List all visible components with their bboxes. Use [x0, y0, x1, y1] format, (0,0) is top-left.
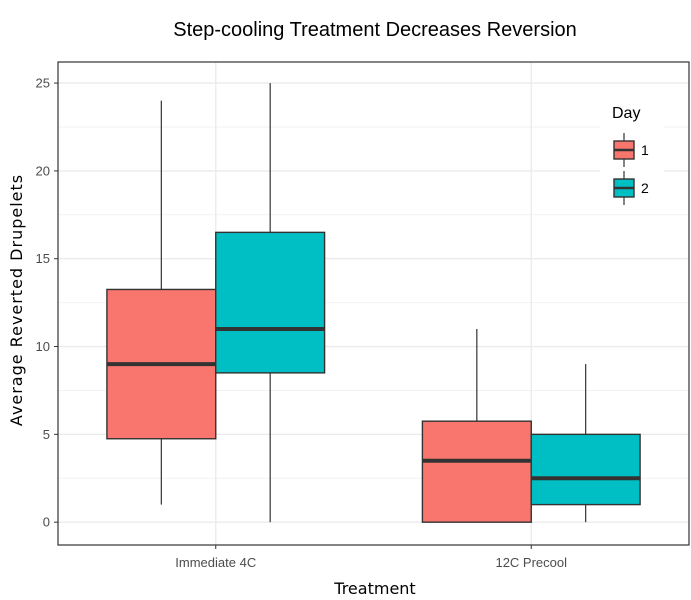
box-body	[530, 433, 641, 506]
x-axis-title: Treatment	[333, 579, 415, 598]
legend-label: 2	[641, 180, 649, 196]
y-tick-label: 10	[36, 339, 50, 354]
legend: Day 12	[600, 92, 664, 214]
legend-key-1: 1	[613, 133, 649, 167]
legend-label: 1	[641, 142, 649, 158]
y-axis-title: Average Reverted Drupelets	[7, 174, 26, 426]
y-tick-label: 25	[36, 76, 50, 91]
box-body	[215, 231, 326, 374]
panel-border	[57, 61, 690, 546]
legend-keys: 12	[613, 133, 649, 205]
chart-title: Step-cooling Treatment Decreases Reversi…	[173, 19, 577, 41]
box-day-2-12c-precool	[530, 364, 641, 523]
box-day-2-immediate-4c	[215, 83, 326, 523]
boxes	[106, 83, 641, 523]
box-day-1-immediate-4c	[106, 100, 217, 505]
axes: 0 5 10 15 20 25 Immediate 4C 12C Precool	[36, 61, 690, 570]
box-body	[421, 420, 532, 523]
legend-title: Day	[612, 105, 640, 122]
box-day-1-12c-precool	[421, 328, 532, 523]
y-tick-label: 15	[36, 251, 50, 266]
x-tick-label: Immediate 4C	[175, 555, 256, 570]
y-tick-label: 0	[43, 515, 50, 530]
x-tick-label: 12C Precool	[495, 555, 567, 570]
legend-key-2: 2	[613, 171, 649, 205]
y-tick-label: 5	[43, 427, 50, 442]
y-tick-label: 20	[36, 163, 50, 178]
